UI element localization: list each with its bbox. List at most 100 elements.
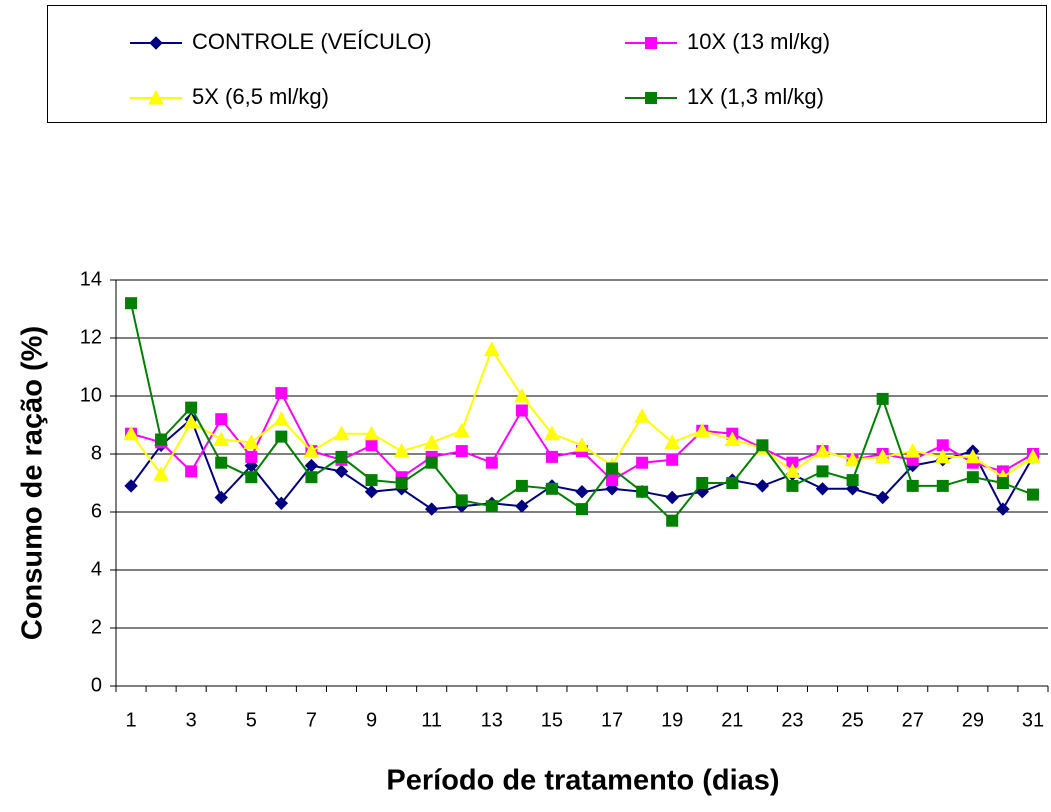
data-point <box>934 448 951 464</box>
series-line <box>130 390 1034 482</box>
data-point <box>996 502 1010 516</box>
x-tick-label: 19 <box>661 709 683 731</box>
data-point <box>333 425 350 441</box>
data-point <box>574 437 590 452</box>
x-tick-label: 31 <box>1022 709 1044 731</box>
data-point <box>424 502 439 516</box>
data-point <box>243 434 260 449</box>
data-point <box>874 448 891 464</box>
data-point <box>453 422 470 438</box>
data-point <box>606 462 619 475</box>
data-point <box>844 451 861 467</box>
data-point <box>694 422 711 438</box>
y-tick-label: 12 <box>80 326 102 348</box>
legend-label: 5X (6,5 ml/kg) <box>192 84 329 109</box>
data-point <box>634 408 650 423</box>
data-point <box>364 484 379 499</box>
data-point <box>545 450 558 463</box>
data-point <box>155 433 168 446</box>
data-point <box>365 474 378 487</box>
data-point <box>124 479 138 493</box>
x-tick-label: 29 <box>962 709 984 731</box>
x-tick-label: 23 <box>781 709 803 731</box>
data-point <box>303 443 320 458</box>
data-point <box>575 484 589 499</box>
data-point <box>185 465 198 478</box>
data-point <box>576 503 588 516</box>
data-point <box>784 463 801 478</box>
data-point <box>214 490 228 505</box>
data-point <box>455 494 468 507</box>
data-point <box>185 401 198 414</box>
data-point <box>786 479 799 492</box>
data-point <box>125 297 138 310</box>
data-point <box>996 477 1009 489</box>
x-tick-label: 5 <box>246 709 257 731</box>
data-point <box>815 482 830 496</box>
y-tick-label: 0 <box>91 674 102 696</box>
y-tick-label: 2 <box>91 616 102 638</box>
data-point <box>483 341 500 357</box>
x-tick-label: 15 <box>541 709 563 731</box>
data-point <box>515 479 528 492</box>
x-tick-label: 1 <box>125 709 136 731</box>
legend-box <box>47 5 1047 123</box>
data-point <box>274 496 289 511</box>
legend-label: 1X (1,3 ml/kg) <box>687 84 824 109</box>
y-tick-label: 8 <box>91 442 102 464</box>
data-point <box>485 456 498 469</box>
x-axis-title: Período de tratamento (dias) <box>386 765 779 797</box>
data-point <box>756 439 769 452</box>
data-point <box>485 500 498 513</box>
data-point <box>215 413 228 426</box>
data-point <box>665 490 679 505</box>
y-tick-label: 14 <box>80 268 102 290</box>
data-point <box>876 392 889 405</box>
data-point <box>275 387 288 400</box>
data-point <box>544 425 560 441</box>
x-tick-label: 7 <box>306 709 317 731</box>
y-tick-label: 10 <box>80 384 102 406</box>
data-point <box>123 425 139 441</box>
data-point <box>515 499 529 513</box>
data-point <box>273 411 290 426</box>
data-point <box>1025 448 1041 464</box>
y-tick-label: 4 <box>91 558 102 580</box>
data-point <box>965 448 981 464</box>
data-point <box>875 490 890 505</box>
data-point <box>363 425 380 441</box>
y-axis-title: Consumo de ração (%) <box>17 326 49 640</box>
x-tick-label: 11 <box>421 709 442 731</box>
data-point <box>334 464 349 479</box>
data-point <box>636 485 649 498</box>
x-tick-label: 9 <box>366 709 377 731</box>
data-point <box>213 431 230 446</box>
data-point <box>696 477 709 489</box>
data-point <box>904 443 921 458</box>
data-point <box>425 456 438 469</box>
data-point <box>1026 488 1039 501</box>
data-point <box>305 471 318 484</box>
data-point <box>936 479 949 492</box>
data-point <box>455 445 468 458</box>
legend-marker <box>149 36 163 50</box>
x-tick-label: 13 <box>481 709 503 731</box>
data-point <box>183 414 199 429</box>
data-point <box>666 453 679 466</box>
data-point <box>365 439 378 452</box>
data-point <box>636 456 649 469</box>
x-tick-label: 17 <box>601 709 623 731</box>
data-point <box>724 431 741 446</box>
data-point <box>423 434 440 449</box>
data-point <box>275 430 288 443</box>
legend-marker <box>645 92 657 104</box>
x-tick-label: 27 <box>902 709 924 731</box>
legend-label: 10X (13 ml/kg) <box>687 29 830 54</box>
data-point <box>814 443 831 458</box>
data-point <box>393 443 410 458</box>
x-tick-label: 25 <box>841 709 863 731</box>
data-point <box>664 434 681 449</box>
data-point <box>906 479 919 492</box>
legend-label: CONTROLE (VEÍCULO) <box>192 29 432 54</box>
